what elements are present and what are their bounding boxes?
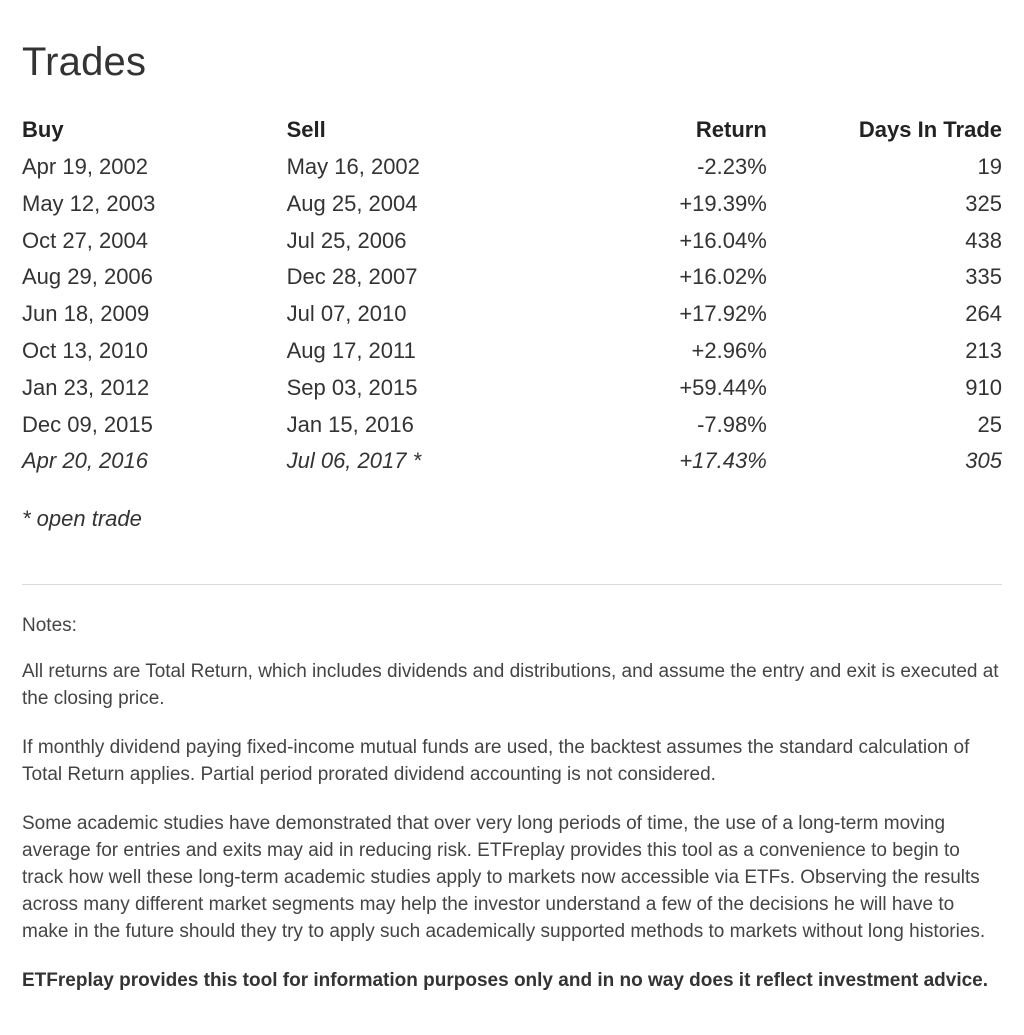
- cell-days: 438: [767, 223, 1002, 260]
- cell-sell: Jan 15, 2016: [287, 407, 552, 444]
- trades-table: Buy Sell Return Days In Trade Apr 19, 20…: [22, 113, 1002, 480]
- note-paragraph-bold: ETFreplay provides this tool for informa…: [22, 968, 1002, 995]
- cell-sell: Jul 06, 2017 *: [287, 443, 552, 480]
- cell-sell: Aug 25, 2004: [287, 186, 552, 223]
- cell-return: +17.92%: [551, 296, 767, 333]
- table-row: Jun 18, 2009Jul 07, 2010+17.92%264: [22, 296, 1002, 333]
- cell-return: +16.02%: [551, 259, 767, 296]
- cell-days: 325: [767, 186, 1002, 223]
- table-row: May 12, 2003Aug 25, 2004+19.39%325: [22, 186, 1002, 223]
- cell-days: 19: [767, 149, 1002, 186]
- col-header-days: Days In Trade: [767, 113, 1002, 149]
- cell-days: 910: [767, 370, 1002, 407]
- section-divider: [22, 584, 1002, 585]
- col-header-sell: Sell: [287, 113, 552, 149]
- open-trade-footnote: * open trade: [22, 506, 1002, 532]
- notes-heading: Notes:: [22, 615, 1002, 637]
- page: Trades Buy Sell Return Days In Trade Apr…: [0, 0, 1024, 1035]
- table-header-row: Buy Sell Return Days In Trade: [22, 113, 1002, 149]
- table-row: Oct 27, 2004Jul 25, 2006+16.04%438: [22, 223, 1002, 260]
- cell-return: +59.44%: [551, 370, 767, 407]
- cell-buy: Jan 23, 2012: [22, 370, 287, 407]
- note-paragraph: All returns are Total Return, which incl…: [22, 659, 1002, 713]
- cell-sell: May 16, 2002: [287, 149, 552, 186]
- cell-sell: Jul 25, 2006: [287, 223, 552, 260]
- col-header-return: Return: [551, 113, 767, 149]
- cell-return: +2.96%: [551, 333, 767, 370]
- col-header-buy: Buy: [22, 113, 287, 149]
- table-row: Apr 20, 2016Jul 06, 2017 *+17.43%305: [22, 443, 1002, 480]
- cell-sell: Aug 17, 2011: [287, 333, 552, 370]
- note-paragraph: If monthly dividend paying fixed-income …: [22, 735, 1002, 789]
- cell-sell: Dec 28, 2007: [287, 259, 552, 296]
- cell-buy: Apr 19, 2002: [22, 149, 287, 186]
- cell-sell: Jul 07, 2010: [287, 296, 552, 333]
- page-title: Trades: [22, 40, 1002, 85]
- cell-return: -7.98%: [551, 407, 767, 444]
- cell-buy: Oct 27, 2004: [22, 223, 287, 260]
- table-row: Aug 29, 2006Dec 28, 2007+16.02%335: [22, 259, 1002, 296]
- cell-return: -2.23%: [551, 149, 767, 186]
- cell-buy: Aug 29, 2006: [22, 259, 287, 296]
- cell-buy: Jun 18, 2009: [22, 296, 287, 333]
- cell-buy: Dec 09, 2015: [22, 407, 287, 444]
- cell-return: +16.04%: [551, 223, 767, 260]
- table-row: Apr 19, 2002May 16, 2002-2.23%19: [22, 149, 1002, 186]
- cell-days: 264: [767, 296, 1002, 333]
- cell-days: 25: [767, 407, 1002, 444]
- cell-days: 335: [767, 259, 1002, 296]
- table-row: Jan 23, 2012Sep 03, 2015+59.44%910: [22, 370, 1002, 407]
- note-paragraph: Some academic studies have demonstrated …: [22, 811, 1002, 946]
- table-row: Dec 09, 2015Jan 15, 2016-7.98%25: [22, 407, 1002, 444]
- cell-buy: Apr 20, 2016: [22, 443, 287, 480]
- cell-days: 213: [767, 333, 1002, 370]
- cell-return: +17.43%: [551, 443, 767, 480]
- cell-buy: Oct 13, 2010: [22, 333, 287, 370]
- cell-days: 305: [767, 443, 1002, 480]
- cell-return: +19.39%: [551, 186, 767, 223]
- cell-sell: Sep 03, 2015: [287, 370, 552, 407]
- cell-buy: May 12, 2003: [22, 186, 287, 223]
- table-row: Oct 13, 2010Aug 17, 2011+2.96%213: [22, 333, 1002, 370]
